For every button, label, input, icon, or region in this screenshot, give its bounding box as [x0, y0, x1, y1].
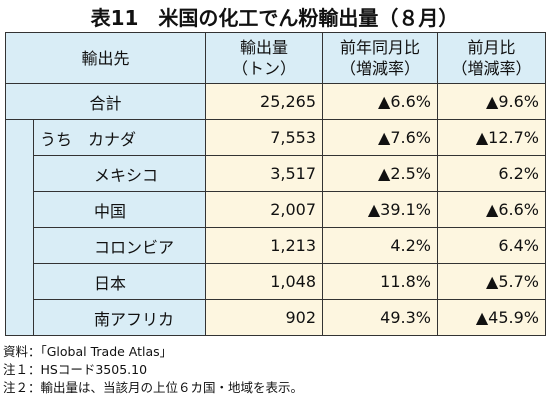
row-label: 南アフリカ [33, 299, 206, 336]
note: 資料：「Global Trade Atlas」 [3, 344, 173, 359]
header-line: 前年同月比 [339, 38, 420, 57]
row: 日本 1,048 11.8% ▲5.7% [6, 263, 546, 300]
row: 南アフリカ 902 49.3% ▲45.9% [6, 299, 546, 336]
header-cell: 輸出量 （トン） [205, 32, 323, 84]
cell: 1,213 [205, 227, 323, 264]
cell: ▲39.1% [322, 191, 438, 228]
row: 合計 25,265 ▲6.6% ▲9.6% [5, 83, 546, 120]
row-label: 中国 [33, 191, 206, 228]
row: コロンビア 1,213 4.2% 6.4% [6, 227, 546, 264]
header-cell: 輸出先 [5, 32, 206, 84]
cell: ▲7.6% [322, 119, 438, 156]
header-line: （トン） [231, 59, 296, 78]
cell: ▲6.6% [322, 83, 438, 120]
cell: 4.2% [322, 227, 438, 264]
indent-cell [5, 119, 34, 336]
note: 注１：HSコード3505.10 [3, 362, 148, 377]
header-line: 前月比 [467, 38, 516, 57]
row-label: 日本 [33, 263, 206, 300]
title: 表11 米国の化工でん粉輸出量（８月） [90, 6, 459, 30]
header-line: 輸出先 [81, 48, 130, 68]
cell: ▲45.9% [437, 299, 546, 336]
header-line: （増減率） [451, 59, 532, 78]
cell: ▲6.6% [437, 191, 546, 228]
cell: 49.3% [322, 299, 438, 336]
header-cell: 前年同月比 （増減率） [322, 32, 438, 84]
row-label: うち カナダ [33, 119, 206, 156]
cell: 25,265 [205, 83, 323, 120]
header-cell: 前月比 （増減率） [437, 32, 546, 84]
header-line: 輸出量 [239, 38, 288, 57]
row: メキシコ 3,517 ▲2.5% 6.2% [6, 155, 546, 192]
cell: ▲2.5% [322, 155, 438, 192]
cell: ▲9.6% [437, 83, 546, 120]
note: 注２：輸出量は、当該月の上位６カ国・地域を表示。 [3, 380, 304, 395]
row-label: メキシコ [33, 155, 206, 192]
notes: 資料：「Global Trade Atlas」 注１：HSコード3505.10 注２… [3, 343, 303, 397]
cell: ▲5.7% [437, 263, 546, 300]
cell: 3,517 [205, 155, 323, 192]
row-label: 合計 [5, 83, 206, 120]
row-label: コロンビア [33, 227, 206, 264]
header-row: 輸出先 輸出量 （トン） 前年同月比 （増減率） 前月比 （増減率） [5, 32, 546, 84]
cell: 7,553 [205, 119, 323, 156]
cell: ▲12.7% [437, 119, 546, 156]
table: 輸出先 輸出量 （トン） 前年同月比 （増減率） 前月比 （増減率） 合計 25,265 ▲6.6… [5, 32, 546, 336]
header-line: （増減率） [339, 59, 420, 78]
row: うち カナダ 7,553 ▲7.6% ▲12.7% [5, 119, 546, 336]
row: 中国 2,007 ▲39.1% ▲6.6% [6, 191, 546, 228]
cell: 6.2% [437, 155, 546, 192]
cell: 11.8% [322, 263, 438, 300]
cell: 2,007 [205, 191, 323, 228]
cell: 6.4% [437, 227, 546, 264]
cell: 1,048 [205, 263, 323, 300]
cell: 902 [205, 299, 323, 336]
